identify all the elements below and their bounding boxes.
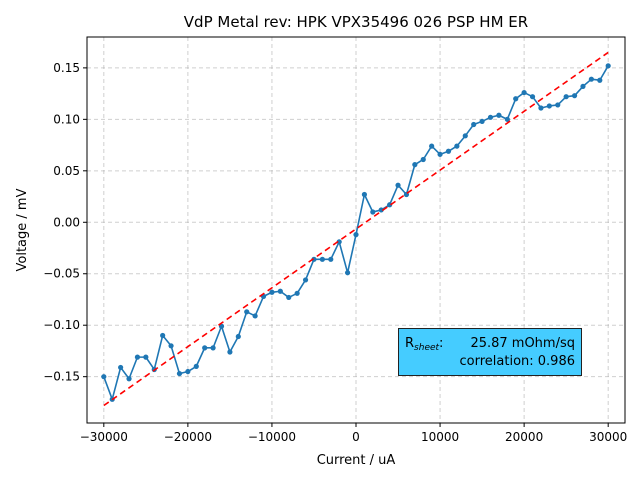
- data-point: [336, 239, 342, 245]
- y-tick-label: 0.00: [53, 215, 80, 229]
- chart-title: VdP Metal rev: HPK VPX35496 026 PSP HM E…: [184, 13, 528, 31]
- y-tick-label: 0.10: [53, 112, 80, 126]
- data-point: [210, 345, 216, 351]
- data-point: [143, 354, 149, 360]
- x-tick-label: −10000: [248, 430, 296, 444]
- correlation-value: correlation: 0.986: [459, 354, 575, 369]
- data-point: [378, 207, 384, 213]
- data-point: [252, 313, 258, 319]
- data-point: [277, 288, 283, 294]
- data-point: [118, 364, 124, 371]
- rsheet-annotation-box: Rsheet: 25.87 mOhm/sq correlation: 0.986: [398, 328, 582, 376]
- data-point: [227, 349, 233, 355]
- grid: [87, 37, 625, 423]
- data-point: [160, 332, 166, 339]
- data-point: [387, 202, 393, 208]
- data-point: [269, 289, 275, 295]
- x-tick-label: 20000: [505, 430, 543, 444]
- data-point: [420, 156, 426, 163]
- data-point: [445, 148, 452, 154]
- data-point: [521, 89, 527, 96]
- data-point: [597, 77, 603, 83]
- fit-line: [103, 51, 609, 407]
- data-point: [487, 114, 494, 120]
- data-point: [235, 333, 241, 340]
- data-point: [344, 270, 351, 276]
- data-point: [202, 345, 208, 351]
- rsheet-label: Rsheet:: [405, 336, 444, 353]
- x-axis-label: Current / uA: [317, 453, 396, 468]
- data-point: [504, 116, 510, 122]
- data-point: [328, 256, 334, 262]
- data-point: [361, 191, 368, 198]
- data-point: [101, 374, 107, 380]
- rsheet-value: 25.87 mOhm/sq: [470, 336, 575, 351]
- data-point: [605, 63, 611, 69]
- data-point: [126, 376, 132, 382]
- data-point: [412, 162, 418, 168]
- data-point: [588, 76, 594, 82]
- data-point: [496, 112, 502, 118]
- data-point: [319, 256, 325, 262]
- y-tick-label: −0.15: [43, 370, 80, 384]
- data-point: [244, 309, 250, 315]
- data-point: [555, 102, 561, 108]
- data-point: [395, 182, 401, 188]
- data-point: [294, 290, 300, 296]
- plot-series: [101, 51, 611, 407]
- data-point: [185, 368, 191, 375]
- data-point: [370, 209, 376, 215]
- x-tick-label: −30000: [80, 430, 128, 444]
- data-point: [580, 83, 586, 90]
- x-tick-label: −20000: [164, 430, 212, 444]
- x-axis-ticks: −30000 −20000 −10000 0 10000 20000 30000: [80, 423, 627, 444]
- data-point: [479, 118, 485, 125]
- data-point: [471, 121, 477, 128]
- x-tick-label: 10000: [421, 430, 459, 444]
- y-axis-ticks: −0.15 −0.10 −0.05 0.00 0.05 0.10 0.15: [43, 61, 87, 384]
- data-point: [193, 363, 199, 369]
- data-point: [571, 93, 578, 99]
- y-tick-label: 0.05: [53, 164, 80, 178]
- data-point: [437, 151, 443, 157]
- y-tick-label: −0.10: [43, 318, 80, 332]
- data-point: [134, 354, 141, 360]
- data-point: [513, 96, 519, 102]
- data-point: [176, 370, 183, 377]
- y-tick-label: −0.05: [43, 267, 80, 281]
- data-point: [546, 103, 552, 109]
- data-point: [563, 94, 569, 100]
- y-axis-label: Voltage / mV: [15, 188, 30, 271]
- data-point: [462, 133, 468, 139]
- data-point: [538, 105, 544, 111]
- x-tick-label: 0: [352, 430, 360, 444]
- data-point: [454, 143, 460, 149]
- data-point: [429, 143, 435, 149]
- data-point: [529, 94, 536, 100]
- x-tick-label: 30000: [589, 430, 627, 444]
- data-point: [353, 232, 359, 238]
- data-point: [302, 277, 309, 283]
- y-tick-label: 0.15: [53, 61, 80, 75]
- data-point: [286, 294, 292, 301]
- data-point: [168, 343, 174, 349]
